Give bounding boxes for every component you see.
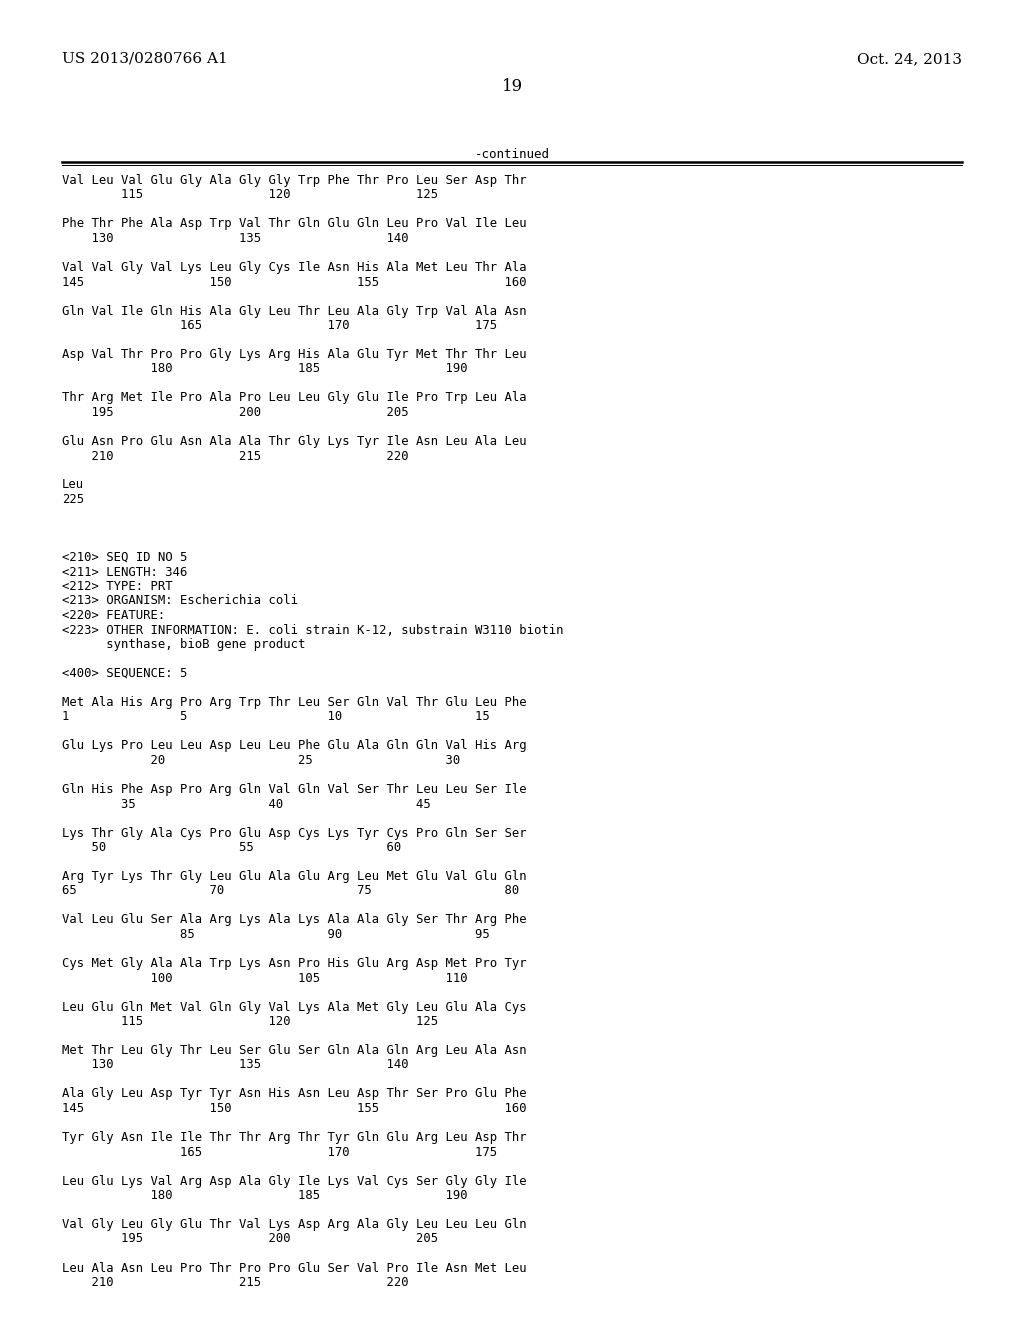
Text: <213> ORGANISM: Escherichia coli: <213> ORGANISM: Escherichia coli: [62, 594, 298, 607]
Text: 145                 150                 155                 160: 145 150 155 160: [62, 276, 526, 289]
Text: Cys Met Gly Ala Ala Trp Lys Asn Pro His Glu Arg Asp Met Pro Tyr: Cys Met Gly Ala Ala Trp Lys Asn Pro His …: [62, 957, 526, 970]
Text: Val Leu Val Glu Gly Ala Gly Gly Trp Phe Thr Pro Leu Ser Asp Thr: Val Leu Val Glu Gly Ala Gly Gly Trp Phe …: [62, 174, 526, 187]
Text: Leu Glu Lys Val Arg Asp Ala Gly Ile Lys Val Cys Ser Gly Gly Ile: Leu Glu Lys Val Arg Asp Ala Gly Ile Lys …: [62, 1175, 526, 1188]
Text: Gln Val Ile Gln His Ala Gly Leu Thr Leu Ala Gly Trp Val Ala Asn: Gln Val Ile Gln His Ala Gly Leu Thr Leu …: [62, 305, 526, 318]
Text: 210                 215                 220: 210 215 220: [62, 450, 409, 462]
Text: 65                  70                  75                  80: 65 70 75 80: [62, 884, 519, 898]
Text: 130                 135                 140: 130 135 140: [62, 1059, 409, 1072]
Text: 19: 19: [502, 78, 522, 95]
Text: 85                  90                  95: 85 90 95: [62, 928, 489, 941]
Text: 225: 225: [62, 492, 84, 506]
Text: <400> SEQUENCE: 5: <400> SEQUENCE: 5: [62, 667, 187, 680]
Text: 210                 215                 220: 210 215 220: [62, 1276, 409, 1290]
Text: Met Thr Leu Gly Thr Leu Ser Glu Ser Gln Ala Gln Arg Leu Ala Asn: Met Thr Leu Gly Thr Leu Ser Glu Ser Gln …: [62, 1044, 526, 1057]
Text: Thr Arg Met Ile Pro Ala Pro Leu Leu Gly Glu Ile Pro Trp Leu Ala: Thr Arg Met Ile Pro Ala Pro Leu Leu Gly …: [62, 392, 526, 404]
Text: Oct. 24, 2013: Oct. 24, 2013: [857, 51, 962, 66]
Text: Val Val Gly Val Lys Leu Gly Cys Ile Asn His Ala Met Leu Thr Ala: Val Val Gly Val Lys Leu Gly Cys Ile Asn …: [62, 261, 526, 275]
Text: Asp Val Thr Pro Pro Gly Lys Arg His Ala Glu Tyr Met Thr Thr Leu: Asp Val Thr Pro Pro Gly Lys Arg His Ala …: [62, 348, 526, 360]
Text: Leu Glu Gln Met Val Gln Gly Val Lys Ala Met Gly Leu Glu Ala Cys: Leu Glu Gln Met Val Gln Gly Val Lys Ala …: [62, 1001, 526, 1014]
Text: Val Leu Glu Ser Ala Arg Lys Ala Lys Ala Ala Gly Ser Thr Arg Phe: Val Leu Glu Ser Ala Arg Lys Ala Lys Ala …: [62, 913, 526, 927]
Text: 130                 135                 140: 130 135 140: [62, 232, 409, 246]
Text: 1               5                   10                  15: 1 5 10 15: [62, 710, 489, 723]
Text: US 2013/0280766 A1: US 2013/0280766 A1: [62, 51, 227, 66]
Text: Glu Asn Pro Glu Asn Ala Ala Thr Gly Lys Tyr Ile Asn Leu Ala Leu: Glu Asn Pro Glu Asn Ala Ala Thr Gly Lys …: [62, 436, 526, 447]
Text: <210> SEQ ID NO 5: <210> SEQ ID NO 5: [62, 550, 187, 564]
Text: Glu Lys Pro Leu Leu Asp Leu Leu Phe Glu Ala Gln Gln Val His Arg: Glu Lys Pro Leu Leu Asp Leu Leu Phe Glu …: [62, 739, 526, 752]
Text: Val Gly Leu Gly Glu Thr Val Lys Asp Arg Ala Gly Leu Leu Leu Gln: Val Gly Leu Gly Glu Thr Val Lys Asp Arg …: [62, 1218, 526, 1232]
Text: Leu: Leu: [62, 479, 84, 491]
Text: 195                 200                 205: 195 200 205: [62, 1233, 438, 1246]
Text: 115                 120                 125: 115 120 125: [62, 1015, 438, 1028]
Text: 20                  25                  30: 20 25 30: [62, 754, 460, 767]
Text: Leu Ala Asn Leu Pro Thr Pro Pro Glu Ser Val Pro Ile Asn Met Leu: Leu Ala Asn Leu Pro Thr Pro Pro Glu Ser …: [62, 1262, 526, 1275]
Text: 100                 105                 110: 100 105 110: [62, 972, 468, 985]
Text: 165                 170                 175: 165 170 175: [62, 319, 497, 333]
Text: 180                 185                 190: 180 185 190: [62, 1189, 468, 1203]
Text: 35                  40                  45: 35 40 45: [62, 797, 431, 810]
Text: 165                 170                 175: 165 170 175: [62, 1146, 497, 1159]
Text: 145                 150                 155                 160: 145 150 155 160: [62, 1102, 526, 1115]
Text: Phe Thr Phe Ala Asp Trp Val Thr Gln Glu Gln Leu Pro Val Ile Leu: Phe Thr Phe Ala Asp Trp Val Thr Gln Glu …: [62, 218, 526, 231]
Text: Arg Tyr Lys Thr Gly Leu Glu Ala Glu Arg Leu Met Glu Val Glu Gln: Arg Tyr Lys Thr Gly Leu Glu Ala Glu Arg …: [62, 870, 526, 883]
Text: 180                 185                 190: 180 185 190: [62, 363, 468, 375]
Text: Gln His Phe Asp Pro Arg Gln Val Gln Val Ser Thr Leu Leu Ser Ile: Gln His Phe Asp Pro Arg Gln Val Gln Val …: [62, 783, 526, 796]
Text: synthase, bioB gene product: synthase, bioB gene product: [62, 638, 305, 651]
Text: 115                 120                 125: 115 120 125: [62, 189, 438, 202]
Text: <212> TYPE: PRT: <212> TYPE: PRT: [62, 579, 173, 593]
Text: Lys Thr Gly Ala Cys Pro Glu Asp Cys Lys Tyr Cys Pro Gln Ser Ser: Lys Thr Gly Ala Cys Pro Glu Asp Cys Lys …: [62, 826, 526, 840]
Text: <220> FEATURE:: <220> FEATURE:: [62, 609, 165, 622]
Text: <211> LENGTH: 346: <211> LENGTH: 346: [62, 565, 187, 578]
Text: 195                 200                 205: 195 200 205: [62, 407, 409, 418]
Text: 50                  55                  60: 50 55 60: [62, 841, 401, 854]
Text: Met Ala His Arg Pro Arg Trp Thr Leu Ser Gln Val Thr Glu Leu Phe: Met Ala His Arg Pro Arg Trp Thr Leu Ser …: [62, 696, 526, 709]
Text: Tyr Gly Asn Ile Ile Thr Thr Arg Thr Tyr Gln Glu Arg Leu Asp Thr: Tyr Gly Asn Ile Ile Thr Thr Arg Thr Tyr …: [62, 1131, 526, 1144]
Text: <223> OTHER INFORMATION: E. coli strain K-12, substrain W3110 biotin: <223> OTHER INFORMATION: E. coli strain …: [62, 623, 563, 636]
Text: Ala Gly Leu Asp Tyr Tyr Asn His Asn Leu Asp Thr Ser Pro Glu Phe: Ala Gly Leu Asp Tyr Tyr Asn His Asn Leu …: [62, 1088, 526, 1101]
Text: -continued: -continued: [474, 148, 550, 161]
